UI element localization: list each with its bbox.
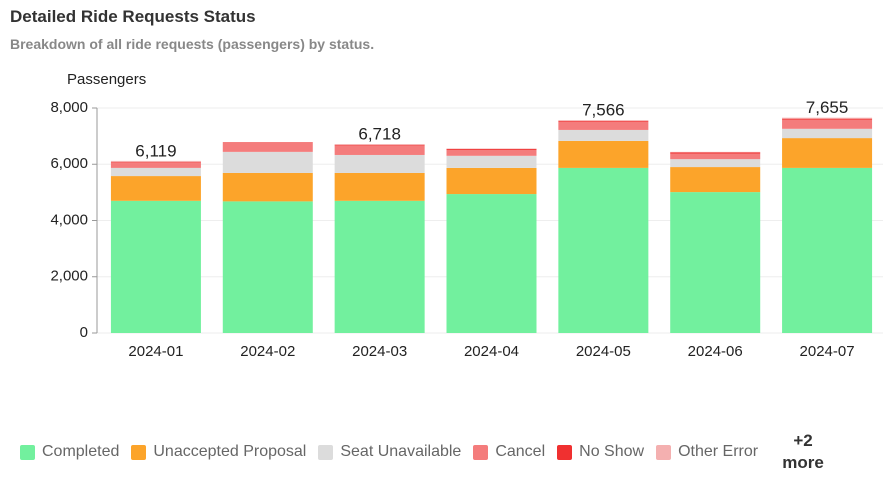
bar-segment [782, 128, 873, 139]
legend-item[interactable]: No Show [557, 443, 644, 461]
bar-segment [558, 129, 649, 141]
bar-segment [110, 162, 201, 164]
chart-title: Detailed Ride Requests Status [10, 7, 256, 26]
chart: Passengers 0 2,000 4,000 6,000 8,000 2024-01 6… [50, 71, 883, 360]
bar-segment [670, 151, 761, 153]
x-tick-label: 2024-01 [128, 343, 183, 360]
bar-segment [222, 142, 313, 152]
total-label: 7,655 [806, 98, 849, 117]
total-label: 7,566 [582, 101, 625, 120]
bar-segment [782, 118, 873, 120]
x-tick-label: 2024-05 [576, 343, 631, 360]
legend-label: Other Error [678, 443, 759, 460]
bar-segment [334, 144, 425, 146]
bar-segment [334, 172, 425, 201]
bar-segment [446, 167, 537, 195]
legend-label: No Show [579, 443, 645, 460]
bar-segment [782, 117, 873, 119]
legend-swatch [656, 444, 672, 460]
legend-swatch [20, 444, 35, 460]
bar-segment [222, 201, 313, 333]
bar-segment [446, 155, 537, 168]
bar-segment [446, 148, 537, 150]
bar-segment [222, 151, 313, 173]
bar-segment [334, 145, 425, 155]
legend-swatch [473, 444, 489, 460]
y-tick-label: 4,000 [50, 211, 88, 228]
legend: Completed Unaccepted Proposal Seat Unavail… [20, 430, 880, 474]
legend-more[interactable]: +2 more [782, 431, 824, 472]
bar-segment [558, 120, 649, 122]
total-label: 6,119 [135, 141, 176, 160]
bar-segment [670, 152, 761, 154]
bar-segment [670, 167, 761, 193]
x-tick-label: 2024-04 [464, 343, 519, 360]
bar-segment [446, 194, 537, 333]
legend-label: Unaccepted Proposal [153, 443, 307, 460]
bar-segment [446, 149, 537, 151]
bar-segment [334, 144, 425, 145]
legend-item[interactable]: Unaccepted Proposal [131, 443, 306, 461]
total-label: 6,718 [358, 125, 401, 144]
x-tick-label: 2024-07 [800, 343, 855, 360]
bar-segment [558, 121, 649, 130]
bar-segment [558, 167, 649, 333]
bar-segment [558, 120, 649, 121]
legend-swatch [131, 444, 147, 460]
y-tick-label: 6,000 [50, 155, 88, 172]
bar-segment [782, 119, 873, 129]
bar-segment [110, 160, 201, 163]
bar-segment [110, 163, 201, 168]
bar-segment [670, 153, 761, 160]
y-tick-label: 0 [80, 324, 88, 341]
y-tick-label: 8,000 [50, 99, 88, 116]
bar-segment [558, 140, 649, 168]
legend-label: Completed [42, 443, 120, 460]
chart-subtitle: Breakdown of all ride requests (passenge… [10, 36, 375, 52]
bar-segment [446, 150, 537, 156]
legend-label: Seat Unavailable [340, 443, 462, 460]
legend-swatch [557, 444, 573, 460]
bar-segment [670, 192, 761, 333]
x-tick-label: 2024-02 [240, 343, 295, 360]
legend-item[interactable]: Cancel [473, 443, 545, 461]
bar-segment [110, 167, 201, 177]
legend-item[interactable]: Completed [20, 443, 119, 461]
bar-segment [110, 176, 201, 201]
legend-swatch [318, 444, 334, 460]
bar-segment [334, 200, 425, 333]
bar-segment [670, 159, 761, 168]
y-axis-label: Passengers [67, 71, 146, 88]
legend-item[interactable]: Seat Unavailable [318, 443, 461, 461]
x-tick-label: 2024-06 [688, 343, 743, 360]
bar-segment [222, 172, 313, 202]
legend-label: Cancel [495, 443, 546, 460]
x-tick-label: 2024-03 [352, 343, 407, 360]
bar-segment [334, 154, 425, 173]
bar-segment [782, 167, 873, 333]
bar-segment [782, 138, 873, 168]
bar-segment [110, 200, 201, 333]
y-tick-label: 2,000 [50, 268, 88, 285]
legend-item[interactable]: Other Error [656, 443, 758, 461]
